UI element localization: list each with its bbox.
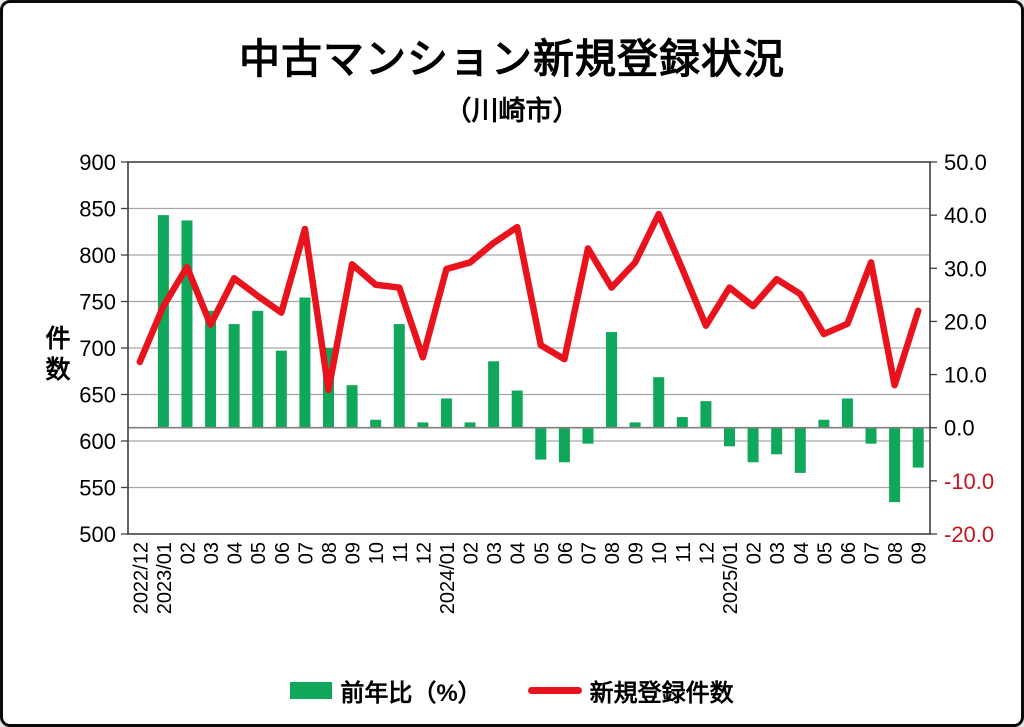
bar — [865, 427, 877, 444]
x-axis-tick-label: 03 — [484, 542, 506, 564]
bar — [818, 419, 830, 428]
x-axis-tick-label: 2023/01 — [154, 542, 176, 614]
bar — [393, 324, 405, 428]
x-axis-tick-label: 12 — [413, 542, 435, 564]
legend: 前年比（%） 新規登録件数 — [3, 673, 1021, 708]
legend-bar-label: 前年比（%） — [340, 680, 482, 707]
left-axis-tick-label: 900 — [79, 150, 116, 175]
x-axis-tick-label: 11 — [673, 542, 695, 563]
bar — [794, 427, 806, 473]
bar — [653, 377, 665, 428]
right-axis-tick-label: 40.0 — [944, 203, 987, 228]
x-axis-tick-label: 06 — [555, 542, 577, 564]
x-axis-tick-label: 06 — [272, 542, 294, 564]
bar — [299, 297, 311, 428]
legend-item-bar-series: 前年比（%） — [290, 673, 482, 708]
x-axis-tick-label: 07 — [578, 542, 600, 564]
x-axis-tick-label: 03 — [201, 542, 223, 564]
x-axis-tick-label: 02 — [461, 542, 483, 564]
bar — [558, 427, 570, 463]
right-axis-tick-label: 0.0 — [944, 416, 975, 441]
x-axis-tick-label: 08 — [602, 542, 624, 564]
bar — [228, 324, 240, 428]
x-axis-tick-label: 09 — [909, 542, 931, 564]
x-axis-tick-label: 04 — [225, 542, 247, 564]
line-series-swatch-icon — [527, 687, 582, 694]
x-axis-tick-label: 02 — [177, 542, 199, 564]
bar — [488, 361, 500, 428]
left-axis-tick-label: 650 — [79, 383, 116, 408]
bar — [535, 427, 547, 460]
line-series — [136, 210, 922, 394]
x-axis-tick-label: 09 — [343, 542, 365, 564]
x-axis-tick-label: 10 — [366, 542, 388, 564]
bar — [582, 427, 594, 444]
x-axis-tick-label: 06 — [838, 542, 860, 564]
x-axis-tick-label: 2024/01 — [437, 542, 459, 614]
x-axis-tick-label: 12 — [696, 542, 718, 564]
x-axis-tick-label: 09 — [626, 542, 648, 564]
bar — [912, 427, 924, 468]
left-axis-tick-label: 800 — [79, 243, 116, 268]
bar — [747, 427, 759, 463]
right-axis-tick-label: 30.0 — [944, 256, 987, 281]
right-axis-tick-label: -10.0 — [944, 469, 994, 494]
left-axis-tick-label: 750 — [79, 290, 116, 315]
bar — [724, 427, 735, 447]
x-axis-tick-label: 08 — [319, 542, 341, 564]
bar — [440, 398, 452, 428]
left-axis-tick-label: 700 — [79, 336, 116, 361]
legend-item-line-series: 新規登録件数 — [527, 673, 734, 708]
left-axis-tick-label: 850 — [79, 197, 116, 222]
left-axis-tick-label: 550 — [79, 476, 116, 501]
bar — [346, 385, 358, 428]
bar — [181, 220, 193, 428]
x-axis-tick-label: 04 — [791, 542, 813, 564]
chart-title: 中古マンション新規登録状況 — [239, 36, 785, 82]
bar — [275, 350, 287, 428]
x-axis-tick-label: 05 — [531, 542, 553, 564]
left-axis-title: 件数 — [42, 325, 70, 387]
bar — [205, 310, 217, 428]
x-axis-tick-label: 2025/01 — [720, 542, 742, 614]
x-axis-tick-label: 07 — [295, 542, 317, 564]
bar-series-swatch-icon — [290, 682, 333, 699]
right-axis-tick-label: 50.0 — [944, 150, 987, 175]
x-axis-tick-label: 07 — [862, 542, 884, 564]
bar — [370, 419, 382, 428]
x-axis-tick-label: 05 — [248, 542, 270, 564]
left-axis-tick-label: 500 — [79, 522, 116, 547]
left-axis-tick-label: 600 — [79, 429, 116, 454]
right-axis-tick-label: 10.0 — [944, 363, 987, 388]
combo-chart-plot: 500 550 600 650 700 750 800 850 900 50.0 40.0 30.0 2… — [79, 150, 994, 614]
right-axis-tick-label: -20.0 — [944, 522, 994, 547]
x-axis-tick-label: 11 — [390, 542, 412, 563]
bar — [417, 422, 429, 428]
chart-subtitle: （川崎市） — [444, 96, 580, 126]
bar — [700, 401, 712, 428]
x-axis-tick-label: 05 — [814, 542, 836, 564]
bar — [511, 390, 523, 428]
bar — [676, 417, 688, 428]
bar — [606, 332, 618, 428]
bar — [629, 422, 641, 428]
x-axis-tick-label: 08 — [885, 542, 907, 564]
x-axis-tick-label: 02 — [744, 542, 766, 564]
bar — [157, 215, 169, 428]
bar — [889, 427, 901, 503]
legend-line-label: 新規登録件数 — [589, 680, 734, 707]
x-axis-tick-label: 10 — [649, 542, 671, 564]
x-axis-tick-label: 2022/12 — [130, 542, 152, 614]
right-axis-tick-label: 20.0 — [944, 309, 987, 334]
bar — [464, 422, 476, 428]
x-axis-tick-label: 04 — [508, 542, 530, 564]
x-axis-tick-label: 03 — [767, 542, 789, 564]
bar — [841, 398, 853, 428]
bar — [252, 310, 264, 428]
bar — [771, 427, 783, 455]
